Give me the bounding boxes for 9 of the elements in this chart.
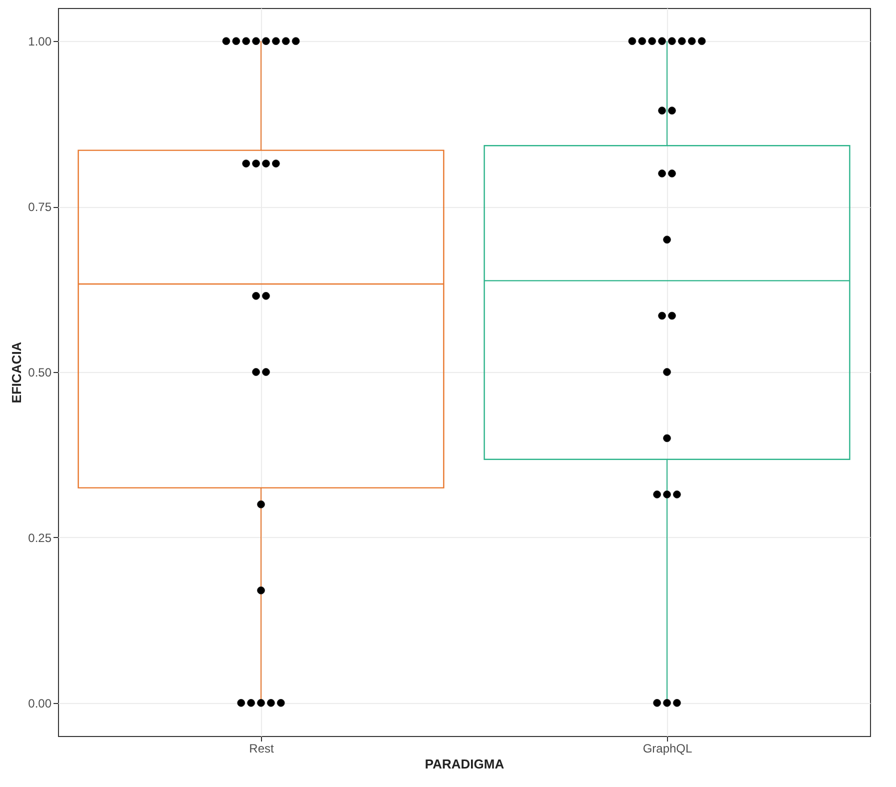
y-tick-label: 0.75 [28, 200, 52, 214]
x-axis-title: PARADIGMA [424, 756, 505, 772]
y-tick-label: 0.50 [28, 366, 52, 380]
y-axis-title: EFICACIA [9, 341, 24, 404]
x-tick-label: GraphQL [642, 742, 693, 756]
y-tick-label: 0.00 [28, 696, 52, 710]
x-tick-label: Rest [249, 742, 274, 756]
y-tick-label: 0.25 [28, 530, 52, 545]
y-tick-label: 1.00 [28, 34, 52, 49]
